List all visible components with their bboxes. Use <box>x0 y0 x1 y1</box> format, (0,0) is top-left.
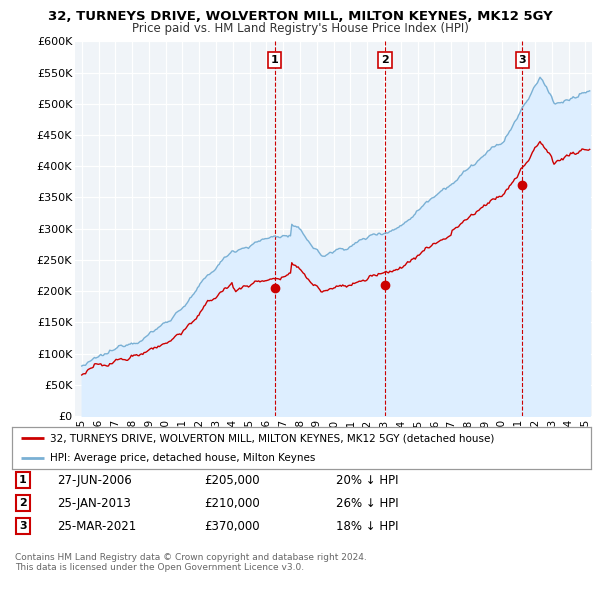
Text: 3: 3 <box>19 522 26 531</box>
Text: This data is licensed under the Open Government Licence v3.0.: This data is licensed under the Open Gov… <box>15 563 304 572</box>
Text: 27-JUN-2006: 27-JUN-2006 <box>57 474 132 487</box>
Text: 1: 1 <box>19 476 26 485</box>
Text: 3: 3 <box>518 55 526 65</box>
Text: 18% ↓ HPI: 18% ↓ HPI <box>336 520 398 533</box>
Text: £210,000: £210,000 <box>204 497 260 510</box>
Text: £205,000: £205,000 <box>204 474 260 487</box>
Text: 2: 2 <box>19 499 26 508</box>
Text: Contains HM Land Registry data © Crown copyright and database right 2024.: Contains HM Land Registry data © Crown c… <box>15 553 367 562</box>
Text: 20% ↓ HPI: 20% ↓ HPI <box>336 474 398 487</box>
Text: 25-MAR-2021: 25-MAR-2021 <box>57 520 136 533</box>
Text: 25-JAN-2013: 25-JAN-2013 <box>57 497 131 510</box>
Text: 32, TURNEYS DRIVE, WOLVERTON MILL, MILTON KEYNES, MK12 5GY: 32, TURNEYS DRIVE, WOLVERTON MILL, MILTO… <box>47 10 553 23</box>
Text: £370,000: £370,000 <box>204 520 260 533</box>
Text: Price paid vs. HM Land Registry's House Price Index (HPI): Price paid vs. HM Land Registry's House … <box>131 22 469 35</box>
Text: HPI: Average price, detached house, Milton Keynes: HPI: Average price, detached house, Milt… <box>50 454 315 463</box>
Text: 2: 2 <box>381 55 389 65</box>
Text: 1: 1 <box>271 55 278 65</box>
Text: 26% ↓ HPI: 26% ↓ HPI <box>336 497 398 510</box>
Text: 32, TURNEYS DRIVE, WOLVERTON MILL, MILTON KEYNES, MK12 5GY (detached house): 32, TURNEYS DRIVE, WOLVERTON MILL, MILTO… <box>50 434 494 444</box>
